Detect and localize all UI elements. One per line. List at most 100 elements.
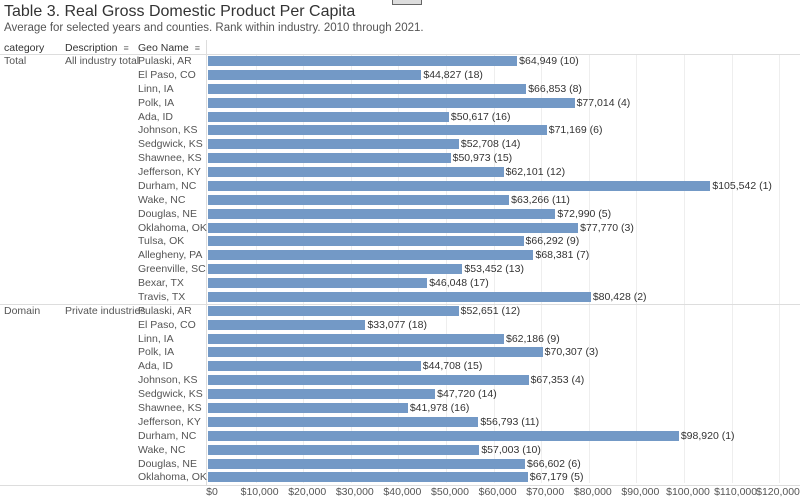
bar-value-label: $80,428 (2) [592,290,647,303]
bar[interactable] [208,111,449,122]
geo-name-label: Wake, NC [138,443,186,456]
bar[interactable] [208,472,528,483]
bar[interactable] [208,250,534,261]
bar[interactable] [208,194,510,205]
geo-name-label: Wake, NC [138,193,186,206]
header-divider [0,54,800,55]
bar-value-label: $77,770 (3) [580,221,634,234]
category-label: Domain [4,304,41,317]
bar[interactable] [208,278,428,289]
bar-value-label: $47,720 (14) [437,388,497,401]
bar[interactable] [208,208,556,219]
bar[interactable] [208,167,504,178]
bar-value-label: $64,949 (10) [519,55,579,67]
geo-name-label: Sedgwick, KS [138,138,203,151]
bar[interactable] [208,389,436,400]
geo-name-label: Ada, ID [138,360,174,373]
bar-value-label: $46,048 (17) [429,277,489,290]
geo-name-label: Durham, NC [138,179,197,192]
bar-value-label: $53,452 (13) [464,263,524,276]
bar-value-label: $72,990 (5) [557,207,612,220]
bar[interactable] [208,305,459,316]
x-tick-label: $80,000 [573,486,612,498]
sort-icon[interactable]: ≡ [194,43,201,53]
geo-name-label: El Paso, CO [138,68,196,81]
gridline [636,55,638,483]
bar[interactable] [208,153,451,164]
bar[interactable] [208,97,575,108]
bar[interactable] [208,56,518,66]
geo-name-label: Travis, TX [138,290,186,303]
x-tick-label: $110,000 [714,486,758,498]
column-header-description[interactable]: Description ≡ [65,42,129,54]
bar-value-label: $67,353 (4) [530,374,585,387]
bar[interactable] [208,222,579,233]
geo-name-label: Durham, NC [138,429,197,442]
toolbar-handle-icon[interactable] [392,0,422,5]
bar[interactable] [208,333,504,344]
bar-value-label: $62,101 (12) [505,166,566,179]
geo-name-label: Greenville, SC [138,263,206,276]
bar-value-label: $66,602 (6) [527,457,581,470]
bar[interactable] [208,444,480,455]
geo-name-label: Jefferson, KY [138,166,201,179]
x-tick-label: $60,000 [478,486,517,498]
bar[interactable] [208,180,711,191]
geo-name-label: Tulsa, OK [138,235,185,248]
bar[interactable] [208,125,547,136]
geo-name-label: Shawnee, KS [138,402,202,414]
bar[interactable] [208,83,527,94]
bar[interactable] [208,291,591,302]
bar-value-label: $70,307 (3) [544,346,599,359]
bar-value-label: $71,169 (6) [548,124,603,137]
geo-name-label: Shawnee, KS [138,152,202,165]
gridline [684,55,685,483]
bar-value-label: $44,708 (15) [422,360,483,373]
bar[interactable] [208,236,524,247]
gridline [493,55,495,483]
bar-value-label: $56,793 (11) [480,415,540,428]
bar[interactable] [208,264,463,275]
geo-name-label: Linn, IA [138,332,174,345]
bar[interactable] [208,375,529,386]
bar-value-label: $77,014 (4) [576,96,631,109]
bar-value-label: $105,542 (1) [712,179,772,192]
column-header-label: Description [65,42,118,54]
bar[interactable] [208,416,479,427]
column-header-geo-name[interactable]: Geo Name ≡ [138,42,200,54]
column-header-category[interactable]: category [4,42,44,54]
bar[interactable] [208,347,543,358]
axis-line [206,40,207,486]
bar-value-label: $63,266 (11) [511,193,570,206]
geo-name-label: Sedgwick, KS [138,388,203,401]
sort-icon[interactable]: ≡ [123,43,129,53]
bar[interactable] [208,361,421,372]
geo-name-label: Allegheny, PA [138,249,203,262]
gridline [779,55,781,483]
group-divider [0,303,800,305]
geo-name-label: Johnson, KS [138,374,198,387]
axis-divider [0,485,800,487]
bar[interactable] [208,69,422,80]
geo-name-label: Pulaski, AR [138,55,192,67]
geo-name-label: Ada, ID [138,110,174,123]
description-label: All industry total [65,55,140,67]
bar[interactable] [208,458,526,469]
bar[interactable] [208,403,408,413]
geo-name-label: Jefferson, KY [138,415,201,428]
bar-value-label: $44,827 (18) [423,68,483,81]
bar[interactable] [208,430,679,441]
chart-title: Table 3. Real Gross Domestic Product Per… [4,3,356,20]
geo-name-label: Pulaski, AR [138,304,192,317]
x-tick-label: $40,000 [383,486,422,498]
geo-name-label: Linn, IA [138,82,174,95]
bar[interactable] [208,139,459,150]
column-header-label: category [4,42,45,54]
chart-subtitle: Average for selected years and counties.… [4,22,424,34]
bar-value-label: $52,651 (12) [460,304,521,317]
bar-value-label: $68,381 (7) [535,249,590,262]
bar-value-label: $66,853 (8) [528,82,582,95]
bar-value-label: $98,920 (1) [680,429,735,442]
bar-value-label: $50,617 (16) [450,110,511,123]
bar[interactable] [208,319,366,330]
